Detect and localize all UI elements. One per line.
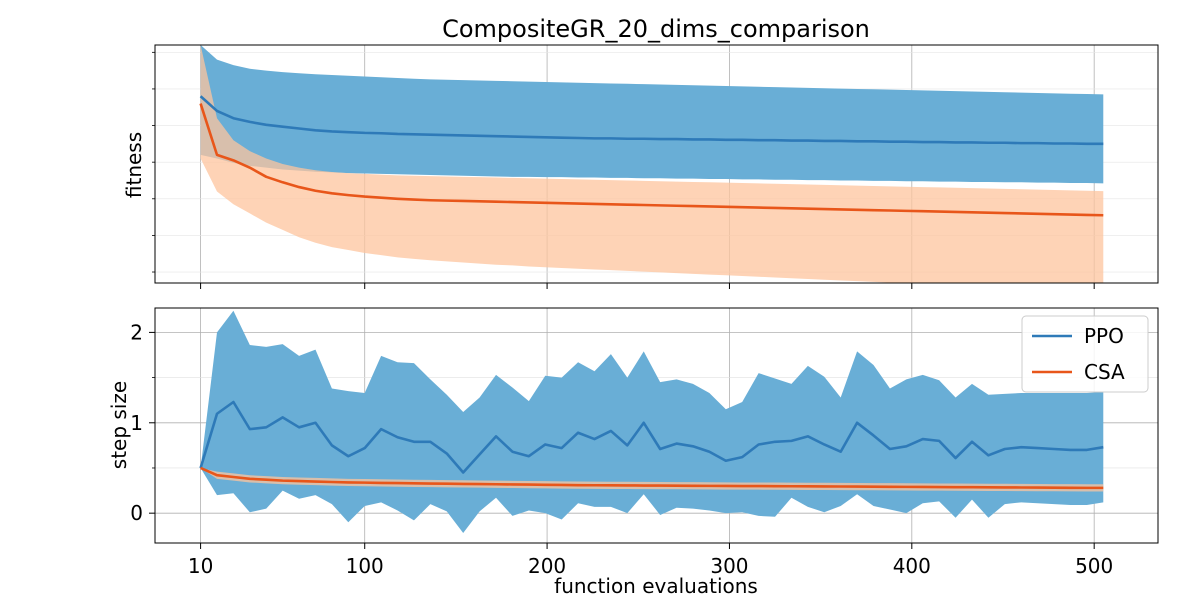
step-size-axes: 10 100 200 300 400 500 0 1 2 [130, 307, 1159, 578]
legend-label-ppo: PPO [1084, 324, 1124, 348]
y-tick-label: 0 [130, 501, 143, 525]
legend-label-csa: CSA [1084, 360, 1125, 384]
line-ppo-step-size [199, 400, 1104, 474]
x-tick-label: 100 [346, 554, 384, 578]
y-tick-label: 2 [130, 320, 143, 344]
band-ppo-fitness [200, 45, 1104, 184]
x-axis-label: function evaluations [554, 574, 758, 598]
x-tick-label: 200 [528, 554, 566, 578]
legend: PPO CSA [1021, 315, 1149, 393]
chart-title: CompositeGR_20_dims_comparison [442, 15, 870, 43]
line-csa-fitness [199, 103, 1104, 217]
y-axis-label-fitness: fitness [122, 132, 146, 198]
x-tick-label: 500 [1075, 554, 1113, 578]
x-tick-label: 300 [710, 554, 748, 578]
x-tick-label: 400 [893, 554, 931, 578]
axes-frame [154, 307, 1159, 544]
y-axis-label-step-size: step size [107, 381, 131, 469]
band-csa-fitness [200, 45, 1104, 283]
line-ppo-fitness [199, 95, 1104, 146]
band-ppo-step-size [200, 310, 1104, 534]
x-tick-label: 10 [188, 554, 213, 578]
line-csa-step-size [200, 466, 1104, 490]
y-tick-label: 1 [130, 411, 143, 435]
axes-frame [154, 44, 1159, 284]
fitness-axes [152, 44, 1159, 289]
